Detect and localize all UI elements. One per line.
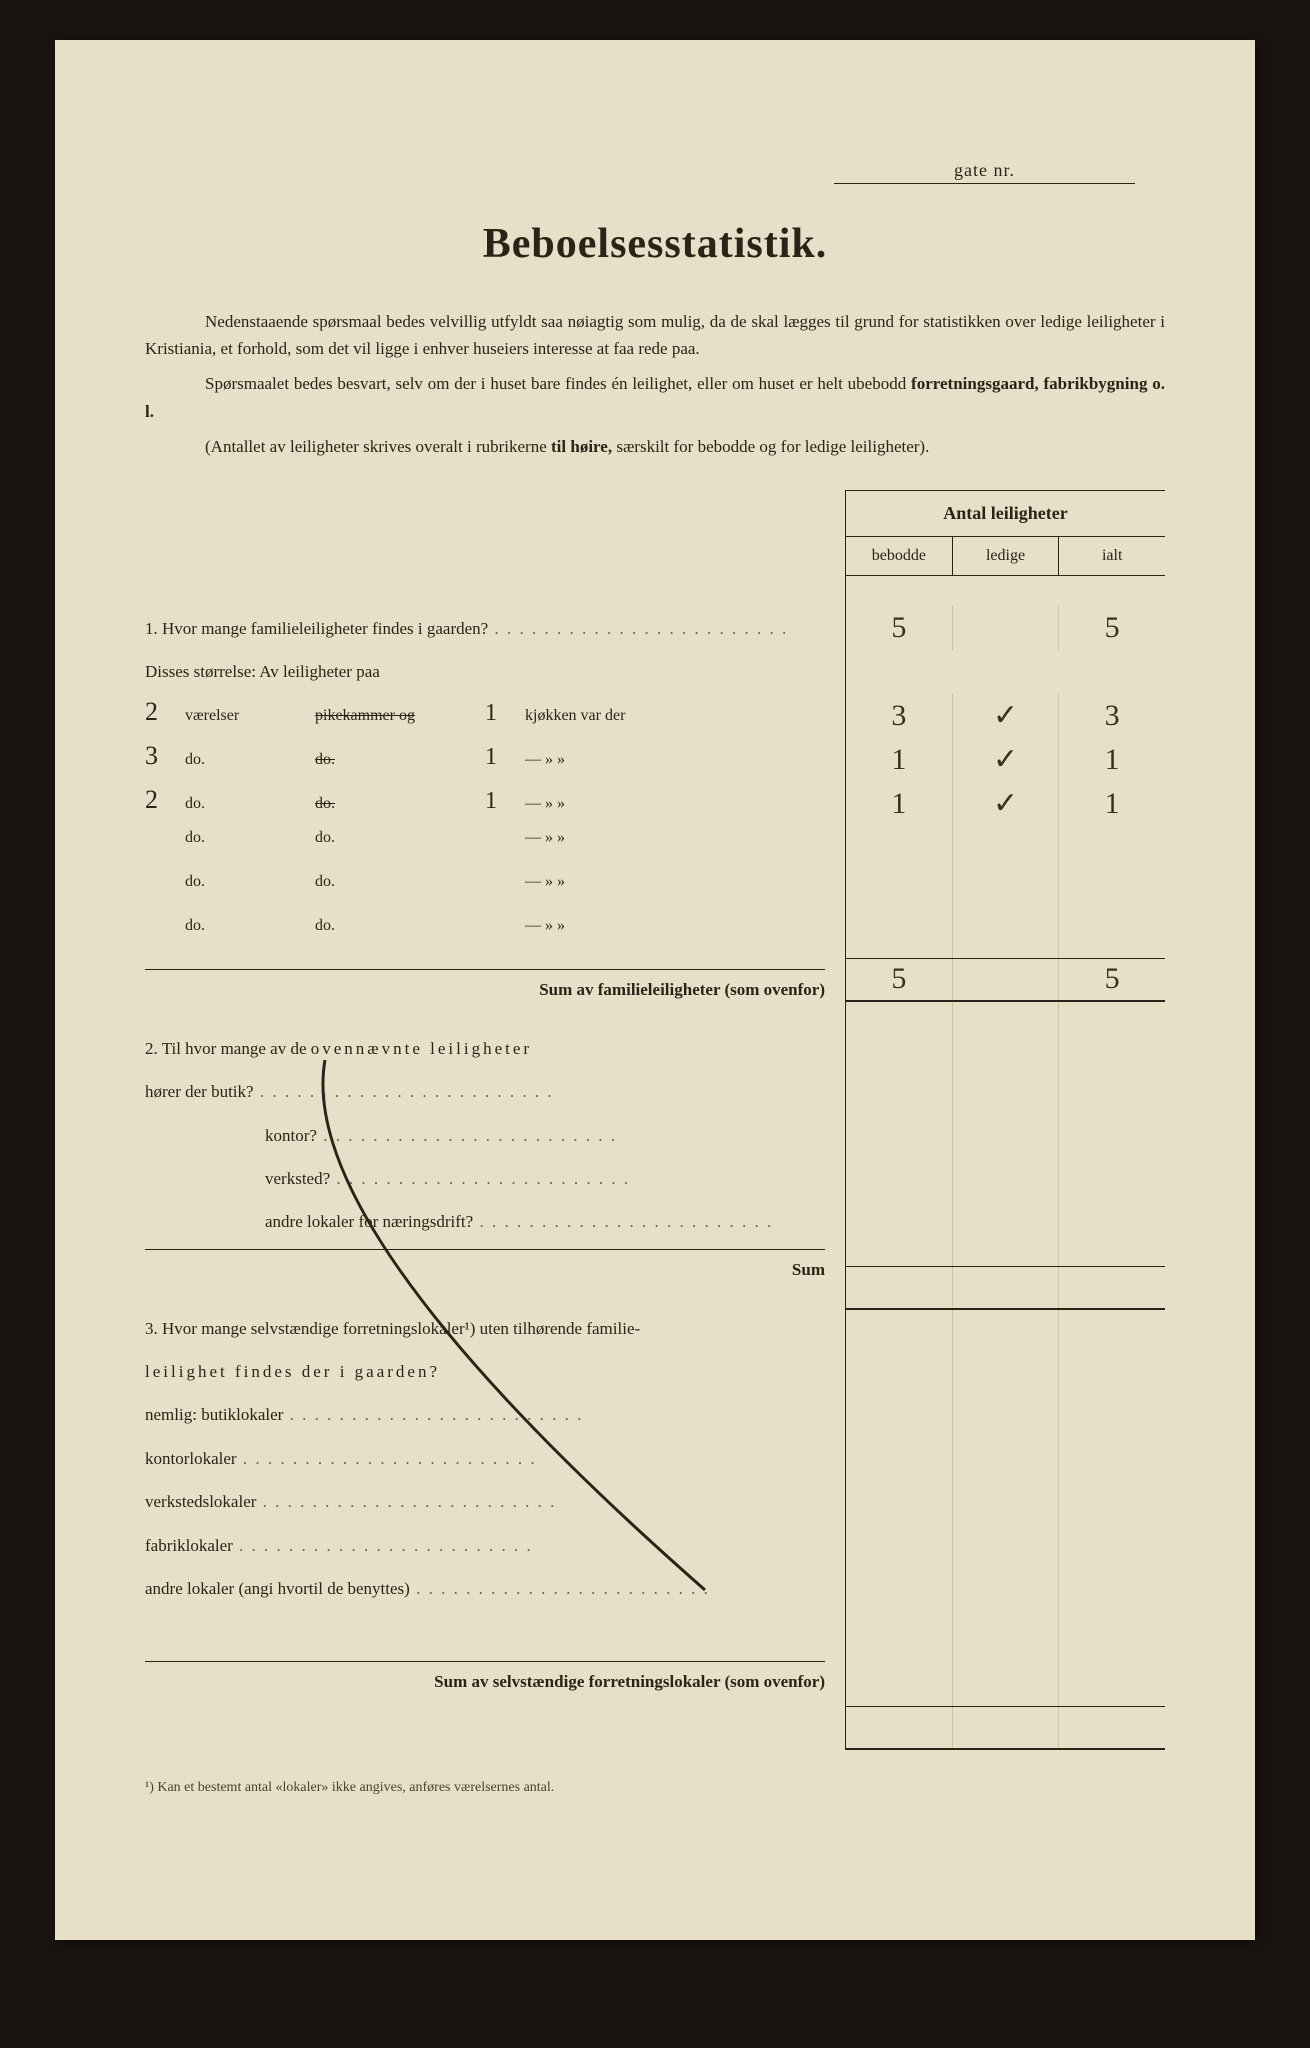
q1-sum-row: 55 (846, 958, 1165, 1002)
question-1: 1. Hvor mange familieleiligheter findes … (145, 610, 825, 647)
intro-paragraph-3: (Antallet av leiligheter skrives overalt… (145, 433, 1165, 460)
intro-paragraph-2: Spørsmaalet bedes besvart, selv om der i… (145, 370, 1165, 424)
q1-totals-top: 55 (846, 606, 1165, 650)
table-subheaders: bebodde ledige ialt (846, 537, 1165, 576)
question-3: 3. Hvor mange selvstændige forretningslo… (145, 1310, 825, 1347)
q3-sum-row (846, 1706, 1165, 1750)
page-title: Beboelsesstatistik. (145, 220, 1165, 268)
data-row-5 (846, 870, 1165, 914)
empty-row (846, 1530, 1165, 1574)
q3-item-3: verkstedslokaler (145, 1483, 825, 1520)
q3-nemlig: nemlig: butiklokaler (145, 1396, 825, 1433)
q1-row-2: 3 do. do. 1 — » » (145, 741, 825, 785)
empty-row (846, 1090, 1165, 1134)
gate-number-field: gate nr. (834, 160, 1135, 184)
document-page: gate nr. Beboelsesstatistik. Nedenstaaen… (55, 40, 1255, 1940)
q3-item-4: fabriklokaler (145, 1527, 825, 1564)
col-ialt: ialt (1059, 537, 1165, 575)
empty-row (846, 1046, 1165, 1090)
empty-row (846, 1002, 1165, 1046)
empty-row (846, 1134, 1165, 1178)
empty-row (846, 1310, 1165, 1354)
footnote: ¹) Kan et bestemt antal «lokaler» ikke a… (145, 1780, 1165, 1796)
q3-item-2: kontorlokaler (145, 1440, 825, 1477)
table-header: Antal leiligheter (846, 490, 1165, 537)
q2-sum-row (846, 1266, 1165, 1310)
q1-row-3: 2 do. do. 1 — » » (145, 785, 825, 829)
q1-row-5: do. do. — » » (145, 873, 825, 917)
q2-item-1: hører der butik? (145, 1073, 825, 1110)
question-2: 2. Til hvor mange av de ovennævnte leili… (145, 1030, 825, 1067)
q2-item-3: verksted? (265, 1160, 825, 1197)
questions-column: 1. Hvor mange familieleiligheter findes … (145, 490, 845, 1750)
content-area: 1. Hvor mange familieleiligheter findes … (145, 490, 1165, 1750)
counts-table: Antal leiligheter bebodde ledige ialt 55… (845, 490, 1165, 1750)
empty-row (846, 1442, 1165, 1486)
empty-row (846, 1662, 1165, 1706)
empty-row (846, 1398, 1165, 1442)
q1-disse: Disses størrelse: Av leiligheter paa (145, 653, 825, 690)
data-row-2: 1✓1 (846, 738, 1165, 782)
empty-row (846, 1178, 1165, 1222)
data-row-1: 3✓3 (846, 694, 1165, 738)
empty-row (846, 1354, 1165, 1398)
empty-row (846, 1486, 1165, 1530)
q1-row-4: do. do. — » » (145, 829, 825, 873)
q1-sum: Sum av familieleiligheter (som ovenfor) (145, 969, 825, 1010)
empty-row (846, 1618, 1165, 1662)
data-row-3: 1✓1 (846, 782, 1165, 826)
col-bebodde: bebodde (846, 537, 953, 575)
q2-sum: Sum (145, 1249, 825, 1290)
empty-row (846, 1222, 1165, 1266)
col-ledige: ledige (953, 537, 1060, 575)
q3-sum: Sum av selvstændige forretningslokaler (… (145, 1661, 825, 1702)
q1-row-1: 2 værelser pikekammer og 1 kjøkken var d… (145, 697, 825, 741)
q1-row-6: do. do. — » » (145, 917, 825, 961)
intro-paragraph-1: Nedenstaaende spørsmaal bedes velvillig … (145, 308, 1165, 362)
q2-item-4: andre lokaler for næringsdrift? (265, 1203, 825, 1240)
empty-row (846, 1574, 1165, 1618)
q3-item-5: andre lokaler (angi hvortil de benyttes) (145, 1570, 825, 1607)
q3-line2: leilighet findes der i gaarden? (145, 1353, 825, 1390)
q2-item-2: kontor? (265, 1117, 825, 1154)
data-row-4 (846, 826, 1165, 870)
data-row-6 (846, 914, 1165, 958)
